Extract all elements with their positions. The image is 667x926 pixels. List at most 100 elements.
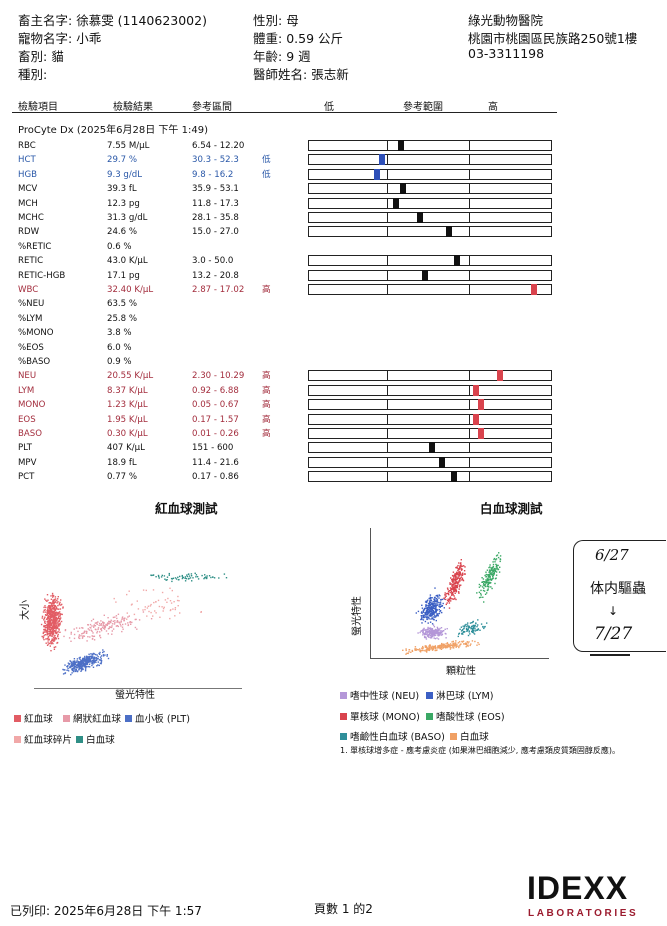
range-divider: [469, 472, 470, 482]
result-name: PCT: [18, 472, 35, 483]
result-name: HCT: [18, 155, 36, 166]
breed-line: 種別:: [18, 67, 48, 82]
result-value: 31.3 g/dL: [107, 213, 148, 223]
range-bar: [308, 413, 552, 425]
result-row: EOS 1.95 K/µL 0.17 - 1.57 高: [0, 413, 667, 427]
range-divider: [469, 198, 470, 208]
range-divider: [387, 457, 388, 467]
result-flag: 高: [262, 400, 271, 411]
header-rule: [12, 112, 557, 113]
result-value: 8.37 K/µL: [107, 385, 148, 396]
result-value: 20.55 K/µL: [107, 371, 154, 382]
range-marker: [472, 384, 479, 396]
range-marker: [477, 399, 484, 411]
result-name: PLT: [18, 443, 33, 454]
range-divider: [387, 141, 388, 150]
result-name: BASO: [18, 429, 42, 439]
plt-cluster: [62, 649, 110, 676]
rbc-plot-title: 紅血球測試: [155, 501, 218, 516]
result-value: 0.30 K/µL: [107, 429, 148, 439]
age-line: 年齡: 9 週: [253, 49, 311, 64]
range-bar: [308, 399, 552, 411]
result-row: %MONO 3.8 %: [0, 326, 667, 340]
clinic-address: 桃園市桃園區民族路250號1樓: [468, 31, 638, 46]
range-divider: [387, 371, 388, 381]
result-value: 25.8 %: [107, 313, 138, 324]
wbc-ylabel: 螢光特性: [352, 596, 363, 636]
reticulocyte-cluster: [63, 611, 153, 642]
result-value: 43.0 K/µL: [107, 256, 148, 267]
result-reference: 6.54 - 12.20: [192, 141, 245, 151]
result-reference: 30.3 - 52.3: [192, 155, 239, 166]
rbc-legend-item: 血小板 (PLT): [125, 711, 190, 725]
result-reference: 0.01 - 0.26: [192, 429, 239, 439]
range-marker: [439, 456, 446, 468]
result-value: 24.6 %: [107, 227, 138, 238]
result-row: MPV 18.9 fL 11.4 - 21.6: [0, 456, 667, 470]
lym-cluster: [415, 587, 445, 625]
range-bar: [308, 140, 552, 151]
range-bar: [308, 154, 552, 166]
range-bar: [308, 284, 552, 295]
range-divider: [469, 227, 470, 237]
legend-swatch: [426, 692, 433, 699]
clinic-phone: 03-3311198: [468, 46, 545, 61]
range-marker: [497, 370, 504, 382]
result-value: 32.40 K/µL: [107, 285, 154, 295]
range-bar: [308, 168, 552, 180]
result-reference: 35.9 - 53.1: [192, 184, 239, 195]
range-marker: [373, 168, 380, 180]
wbc-footnote: 1. 單核球增多症 - 應考慮炎症 (如果淋巴細胞減少, 應考慮類皮質類固醇反應…: [340, 746, 621, 755]
fragment-cluster: [113, 587, 202, 620]
range-marker: [397, 140, 404, 151]
result-reference: 0.17 - 0.86: [192, 472, 239, 483]
handwritten-note: 体内驅蟲: [590, 581, 646, 597]
doctor-line: 醫師姓名: 張志新: [253, 67, 349, 82]
species-line: 畜別: 貓: [18, 49, 64, 64]
wbc-cluster: [150, 572, 228, 583]
result-value: 63.5 %: [107, 299, 138, 310]
result-flag: 低: [262, 155, 271, 166]
eos-cluster: [476, 552, 502, 603]
result-row: NEU 20.55 K/µL 2.30 - 10.29 高: [0, 369, 667, 383]
result-reference: 2.30 - 10.29: [192, 371, 245, 382]
clinic-name: 綠光動物醫院: [468, 13, 544, 28]
result-name: NEU: [18, 371, 37, 382]
range-divider: [387, 285, 388, 294]
handwritten-underline: [590, 654, 630, 656]
result-row: HCT 29.7 % 30.3 - 52.3 低: [0, 153, 667, 167]
result-reference: 9.8 - 16.2: [192, 169, 234, 180]
result-name: EOS: [18, 414, 36, 425]
col-high: 高: [488, 102, 498, 113]
col-range: 參考範圍: [403, 102, 443, 113]
result-value: 1.95 K/µL: [107, 414, 148, 425]
range-bar: [308, 471, 552, 483]
range-marker: [531, 284, 538, 295]
range-bar: [308, 456, 552, 468]
result-row: %RETIC 0.6 %: [0, 240, 667, 254]
result-flag: 低: [262, 169, 271, 180]
page-number: 頁數 1 的2: [314, 902, 373, 916]
col-ref: 參考區間: [192, 102, 232, 113]
result-name: MONO: [18, 400, 46, 411]
result-reference: 28.1 - 35.8: [192, 213, 239, 223]
result-row: MCHC 31.3 g/dL 28.1 - 35.8: [0, 211, 667, 225]
result-value: 29.7 %: [107, 155, 138, 166]
owner-line: 畜主名字: 徐慕雯 (1140623002): [18, 13, 207, 28]
baso-cluster: [457, 619, 488, 638]
result-name: %EOS: [18, 342, 44, 353]
result-row: RETIC 43.0 K/µL 3.0 - 50.0: [0, 254, 667, 268]
range-divider: [469, 155, 470, 165]
result-flag: 高: [262, 371, 271, 382]
range-divider: [469, 385, 470, 395]
legend-swatch: [340, 733, 347, 740]
rbc-xlabel: 螢光特性: [115, 690, 155, 701]
wbc-xlabel: 顆粒性: [446, 666, 476, 677]
result-reference: 0.05 - 0.67: [192, 400, 239, 411]
weight-line: 體重: 0.59 公斤: [253, 31, 344, 46]
range-marker: [393, 197, 400, 209]
result-value: 18.9 fL: [107, 457, 137, 468]
result-row: WBC 32.40 K/µL 2.87 - 17.02 高: [0, 283, 667, 297]
result-row: PLT 407 K/µL 151 - 600: [0, 441, 667, 455]
result-row: MCV 39.3 fL 35.9 - 53.1: [0, 182, 667, 196]
